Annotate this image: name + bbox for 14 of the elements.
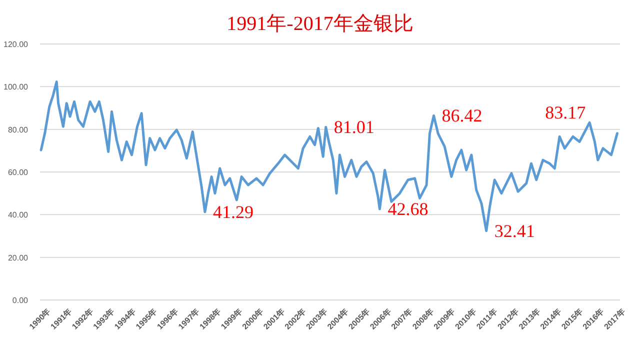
annotation: 83.17 xyxy=(545,102,586,123)
annotation: 81.01 xyxy=(334,117,374,138)
y-tick-label: 60.00 xyxy=(8,168,29,177)
y-tick-label: 80.00 xyxy=(8,125,29,134)
annotation: 42.68 xyxy=(388,198,428,219)
y-tick-label: 0.00 xyxy=(12,296,29,305)
annotation: 41.29 xyxy=(212,202,254,222)
y-tick-label: 40.00 xyxy=(8,210,29,220)
annotation: 86.42 xyxy=(442,106,482,126)
chart-title: 1991年-2017年金银比 xyxy=(226,13,414,35)
annotation: 32.41 xyxy=(494,220,535,241)
y-tick-label: 120.00 xyxy=(4,40,29,49)
y-tick-label: 20.00 xyxy=(8,253,29,262)
y-tick-label: 100.00 xyxy=(4,82,29,92)
